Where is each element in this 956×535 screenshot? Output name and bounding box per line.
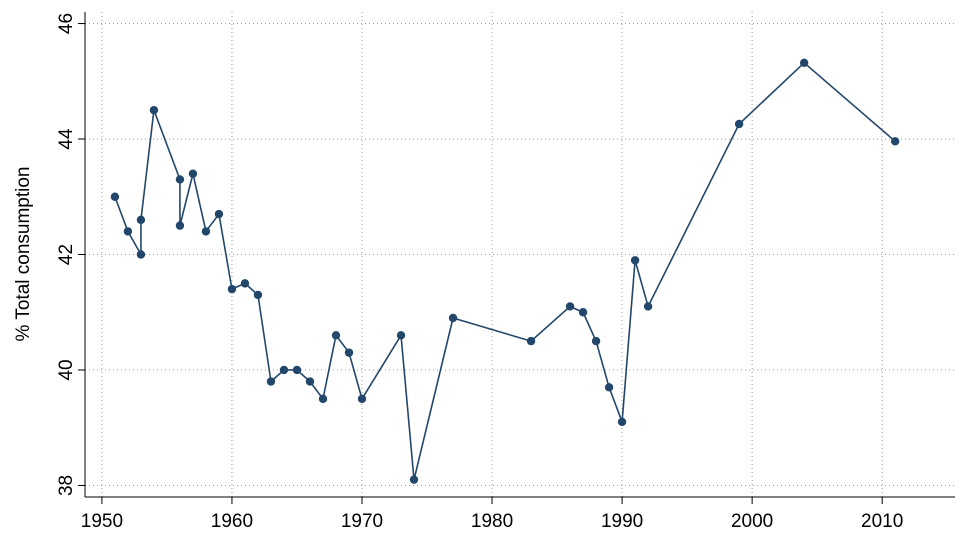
point <box>201 227 211 236</box>
point <box>630 256 640 265</box>
point <box>409 475 419 484</box>
point <box>214 209 224 219</box>
point <box>357 394 367 404</box>
point <box>175 175 185 184</box>
point <box>227 284 237 294</box>
point <box>396 331 406 340</box>
y-tick-label: 38 <box>56 475 77 496</box>
point <box>188 169 198 178</box>
point <box>149 105 159 115</box>
point <box>175 221 185 230</box>
point <box>292 365 302 375</box>
x-tick-label: 2010 <box>861 511 903 532</box>
point <box>799 58 809 68</box>
x-tick-label: 1990 <box>601 511 643 532</box>
x-tick-label: 1950 <box>81 511 123 532</box>
point <box>734 119 744 129</box>
point <box>448 313 458 323</box>
point <box>526 336 536 346</box>
y-tick-label: 42 <box>56 244 77 265</box>
point <box>110 192 120 201</box>
point <box>331 331 341 340</box>
point <box>279 365 289 375</box>
point <box>305 377 315 386</box>
point <box>890 137 900 146</box>
point <box>344 348 354 357</box>
point <box>591 336 601 346</box>
point <box>240 279 250 288</box>
point <box>136 215 146 225</box>
point <box>578 308 588 317</box>
point <box>253 290 263 300</box>
point <box>604 383 614 392</box>
x-tick-label: 1960 <box>211 511 253 532</box>
point <box>318 394 328 404</box>
point <box>136 250 146 259</box>
y-tick-label: 44 <box>56 128 77 150</box>
point <box>617 417 627 427</box>
point <box>565 302 575 311</box>
y-tick-label: 46 <box>56 13 77 34</box>
y-axis-label: % Total consumption <box>13 167 34 342</box>
x-tick-label: 1970 <box>341 511 383 532</box>
point <box>266 377 276 386</box>
y-tick-label: 40 <box>56 359 77 380</box>
x-tick-label: 1980 <box>471 511 513 532</box>
point <box>123 227 133 236</box>
point <box>643 302 653 311</box>
x-tick-label: 2000 <box>731 511 773 532</box>
